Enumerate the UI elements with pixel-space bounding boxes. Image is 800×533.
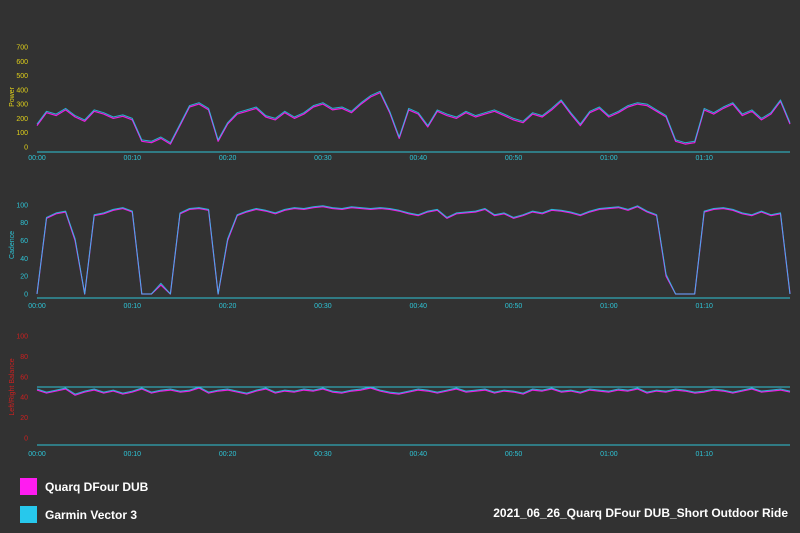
x-tick-label: 00:40 [410,303,428,310]
x-tick-label: 00:20 [219,303,237,310]
legend-swatch-garmin [20,506,37,523]
chart-title: 2021_06_26_Quarq DFour DUB_Short Outdoor… [493,506,788,520]
x-tick-label: 00:10 [124,155,142,162]
y-tick-label: 40 [20,395,28,402]
y-tick-label: 100 [16,202,28,209]
legend-item-garmin: Garmin Vector 3 [20,506,137,523]
x-tick-label: 01:10 [695,303,713,310]
quarq-series-line-0 [36,92,791,145]
y-tick-label: 80 [20,354,28,361]
x-tick-label: 01:10 [695,451,713,458]
x-tick-label: 00:50 [505,303,523,310]
y-tick-label: 0 [24,145,28,152]
y-tick-label: 300 [16,102,28,109]
quarq-series-line-1 [36,206,791,295]
x-tick-label: 00:30 [314,451,332,458]
y-axis-label: Power [9,86,16,107]
y-tick-label: 400 [16,87,28,94]
legend-label-quarq: Quarq DFour DUB [45,479,149,494]
legend-label-garmin: Garmin Vector 3 [45,507,138,522]
y-tick-label: 100 [16,130,28,137]
x-tick-label: 01:00 [600,451,618,458]
y-tick-label: 200 [16,116,28,123]
x-tick-label: 00:10 [124,451,142,458]
y-tick-label: 500 [16,73,28,80]
y-tick-label: 20 [20,415,28,422]
x-tick-label: 00:40 [410,451,428,458]
x-tick-label: 00:10 [124,303,142,310]
garmin-series-line-2 [36,386,791,395]
quarq-series-line-2 [36,387,791,396]
y-axis-label: Cadence [9,231,16,259]
x-tick-label: 00:30 [314,303,332,310]
y-tick-label: 0 [24,436,28,443]
garmin-series-line-0 [36,90,791,144]
y-tick-label: 40 [20,256,28,263]
legend-item-quarq: Quarq DFour DUB [20,478,148,495]
garmin-series-line-1 [36,205,791,295]
y-tick-label: 60 [20,238,28,245]
y-tick-label: 80 [20,220,28,227]
legend-swatch-quarq [20,478,37,495]
x-tick-label: 00:50 [505,155,523,162]
y-tick-label: 0 [24,292,28,299]
y-axis-label: Left/Right Balance [9,358,16,415]
y-tick-label: 60 [20,374,28,381]
y-tick-label: 600 [16,59,28,66]
x-tick-label: 00:00 [28,303,46,310]
x-tick-label: 00:20 [219,155,237,162]
x-tick-label: 00:50 [505,451,523,458]
x-tick-label: 00:00 [28,155,46,162]
x-tick-label: 00:00 [28,451,46,458]
y-tick-label: 20 [20,274,28,281]
x-tick-label: 00:30 [314,155,332,162]
x-tick-label: 01:00 [600,303,618,310]
y-tick-label: 100 [16,334,28,341]
x-tick-label: 00:20 [219,451,237,458]
x-tick-label: 01:00 [600,155,618,162]
x-tick-label: 01:10 [695,155,713,162]
x-tick-label: 00:40 [410,155,428,162]
y-tick-label: 700 [16,45,28,52]
